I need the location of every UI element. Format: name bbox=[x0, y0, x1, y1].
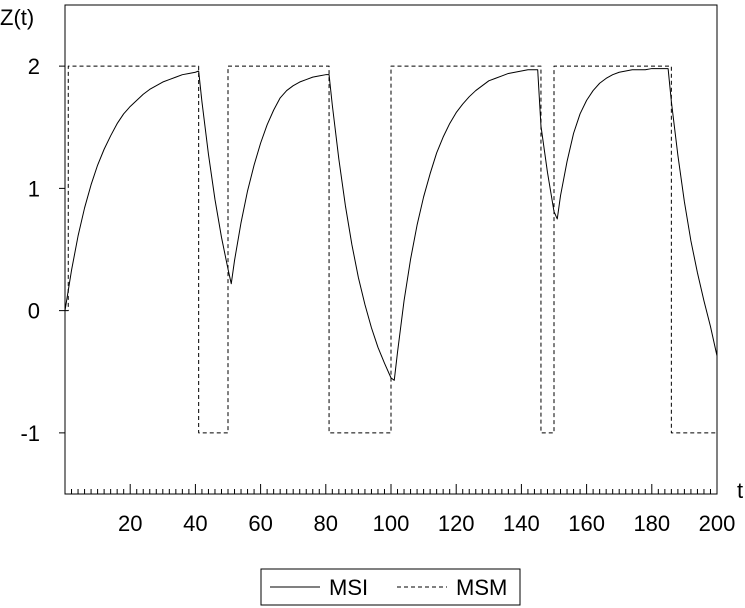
x-tick-label: 20 bbox=[118, 511, 142, 536]
x-tick-label: 40 bbox=[183, 511, 207, 536]
legend: MSI MSM bbox=[260, 568, 521, 606]
x-axis-title: t bbox=[737, 478, 743, 503]
x-tick-label: 60 bbox=[248, 511, 272, 536]
x-tick-label: 160 bbox=[568, 511, 605, 536]
tick-labels: 20 40 60 80 100 120 140 160 180 200 2 1 0 -1 bbox=[20, 54, 735, 536]
y-tick-label: 0 bbox=[28, 299, 40, 324]
series-layer bbox=[64, 65, 718, 434]
x-tick-label: 140 bbox=[503, 511, 540, 536]
y-tick-label: -1 bbox=[20, 421, 40, 446]
legend-label-msi: MSI bbox=[329, 575, 368, 600]
series-line-msi bbox=[64, 68, 718, 381]
tick-marks bbox=[59, 65, 711, 494]
x-tick-label: 80 bbox=[314, 511, 338, 536]
x-tick-label: 180 bbox=[633, 511, 670, 536]
x-tick-label: 120 bbox=[438, 511, 475, 536]
y-tick-label: 1 bbox=[28, 176, 40, 201]
x-tick-label: 200 bbox=[699, 511, 736, 536]
x-tick-label: 100 bbox=[373, 511, 410, 536]
y-axis-title: Z(t) bbox=[0, 5, 34, 30]
series-line-msm bbox=[65, 65, 717, 434]
y-tick-label: 2 bbox=[28, 54, 40, 79]
legend-label-msm: MSM bbox=[456, 575, 507, 600]
